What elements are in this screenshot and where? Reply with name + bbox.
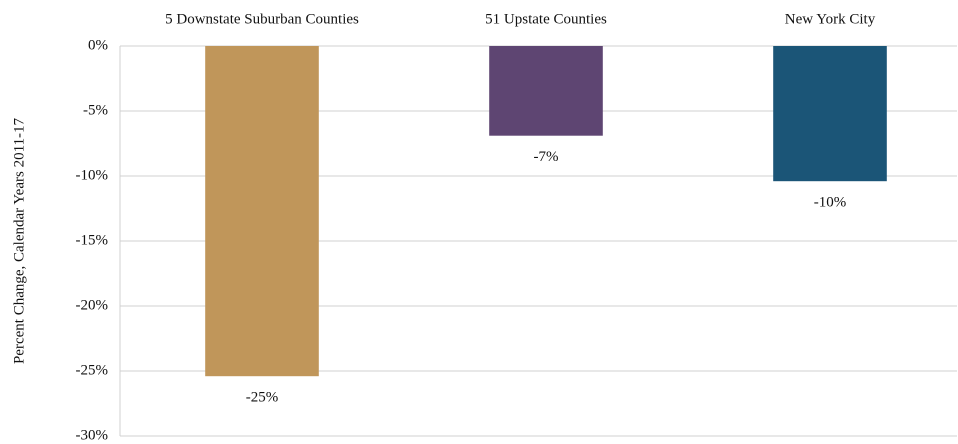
y-tick-label: -30% <box>76 427 109 443</box>
y-tick-label: 0% <box>88 37 108 53</box>
data-label: -7% <box>534 149 559 165</box>
category-label: 51 Upstate Counties <box>485 11 607 27</box>
data-label: -10% <box>814 195 847 211</box>
y-tick-label: -15% <box>76 232 109 248</box>
category-label: 5 Downstate Suburban Counties <box>165 11 359 27</box>
data-label: -25% <box>246 390 279 406</box>
y-tick-label: -10% <box>76 167 109 183</box>
y-tick-label: -25% <box>76 362 109 378</box>
bar <box>773 46 887 182</box>
y-tick-label: -20% <box>76 297 109 313</box>
y-tick-label: -5% <box>83 102 108 118</box>
bar <box>489 46 603 136</box>
category-label: New York City <box>785 11 876 27</box>
bar <box>205 46 319 377</box>
y-axis-label: Percent Change, Calendar Years 2011-17 <box>11 117 27 364</box>
